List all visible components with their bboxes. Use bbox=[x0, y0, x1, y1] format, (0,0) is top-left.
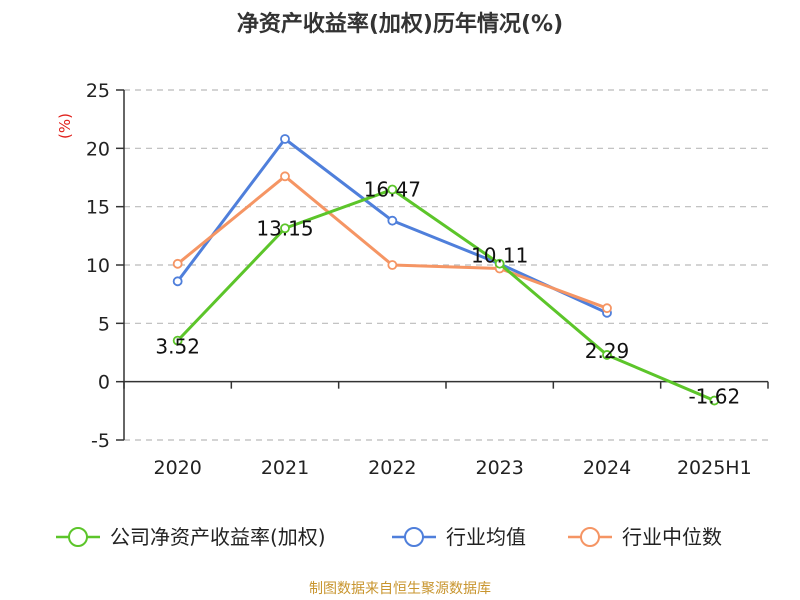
data-point bbox=[387, 215, 398, 226]
legend-marker-circle bbox=[580, 527, 600, 547]
series-lines bbox=[172, 134, 720, 406]
data-label: 2.29 bbox=[585, 339, 630, 363]
grid-lines bbox=[124, 89, 768, 441]
data-label: 16.47 bbox=[364, 178, 421, 202]
series-line bbox=[176, 188, 715, 402]
data-point bbox=[602, 350, 612, 360]
legend-marker-circle bbox=[68, 527, 88, 547]
data-label: -1.62 bbox=[688, 385, 740, 409]
y-tick-label: -5 bbox=[91, 430, 110, 452]
legend-label: 行业中位数 bbox=[622, 525, 722, 549]
data-label: 10.11 bbox=[471, 244, 528, 268]
legend-marker-circle bbox=[404, 527, 424, 547]
data-point bbox=[709, 395, 720, 406]
data-point bbox=[280, 171, 290, 182]
data-point bbox=[280, 223, 290, 234]
y-tick-label: 25 bbox=[86, 80, 110, 102]
data-point bbox=[172, 335, 183, 346]
y-tick-label: 10 bbox=[86, 255, 110, 277]
data-point bbox=[387, 260, 398, 270]
y-tick-label: 5 bbox=[98, 313, 110, 335]
x-tick-label: 2025H1 bbox=[677, 457, 752, 479]
legend: 公司净资产收益率(加权) 行业均值 行业中位数 bbox=[56, 525, 722, 549]
x-tick-label: 2024 bbox=[583, 457, 631, 479]
legend-label: 公司净资产收益率(加权) bbox=[110, 525, 326, 549]
data-point bbox=[387, 184, 398, 195]
data-point bbox=[494, 258, 505, 269]
y-axis-unit: (%) bbox=[56, 113, 74, 139]
y-tick-label: 0 bbox=[98, 372, 110, 394]
data-labels: 3.52 13.15 16.47 10.11 2.29 -1.62 bbox=[155, 178, 740, 409]
data-label: 13.15 bbox=[256, 216, 313, 240]
x-tick-label: 2021 bbox=[261, 457, 309, 479]
series-line bbox=[176, 137, 608, 315]
y-tick-label: 20 bbox=[86, 138, 110, 160]
source-note: 制图数据来自恒生聚源数据库 bbox=[309, 581, 491, 597]
x-tick-label: 2022 bbox=[368, 457, 416, 479]
data-point bbox=[172, 258, 183, 269]
data-label: 3.52 bbox=[155, 335, 200, 359]
y-tick-label: 15 bbox=[86, 197, 110, 219]
data-point bbox=[280, 134, 290, 144]
data-point bbox=[172, 276, 183, 287]
axes: -5 0 5 10 15 20 25 (%) 2020 2021 2022 2023 2024 2025H… bbox=[56, 80, 769, 479]
data-point bbox=[602, 303, 612, 314]
x-tick-label: 2020 bbox=[153, 457, 201, 479]
legend-label: 行业均值 bbox=[446, 525, 526, 549]
x-tick-label: 2023 bbox=[475, 457, 523, 479]
chart-title: 净资产收益率(加权)历年情况(%) bbox=[236, 12, 564, 37]
